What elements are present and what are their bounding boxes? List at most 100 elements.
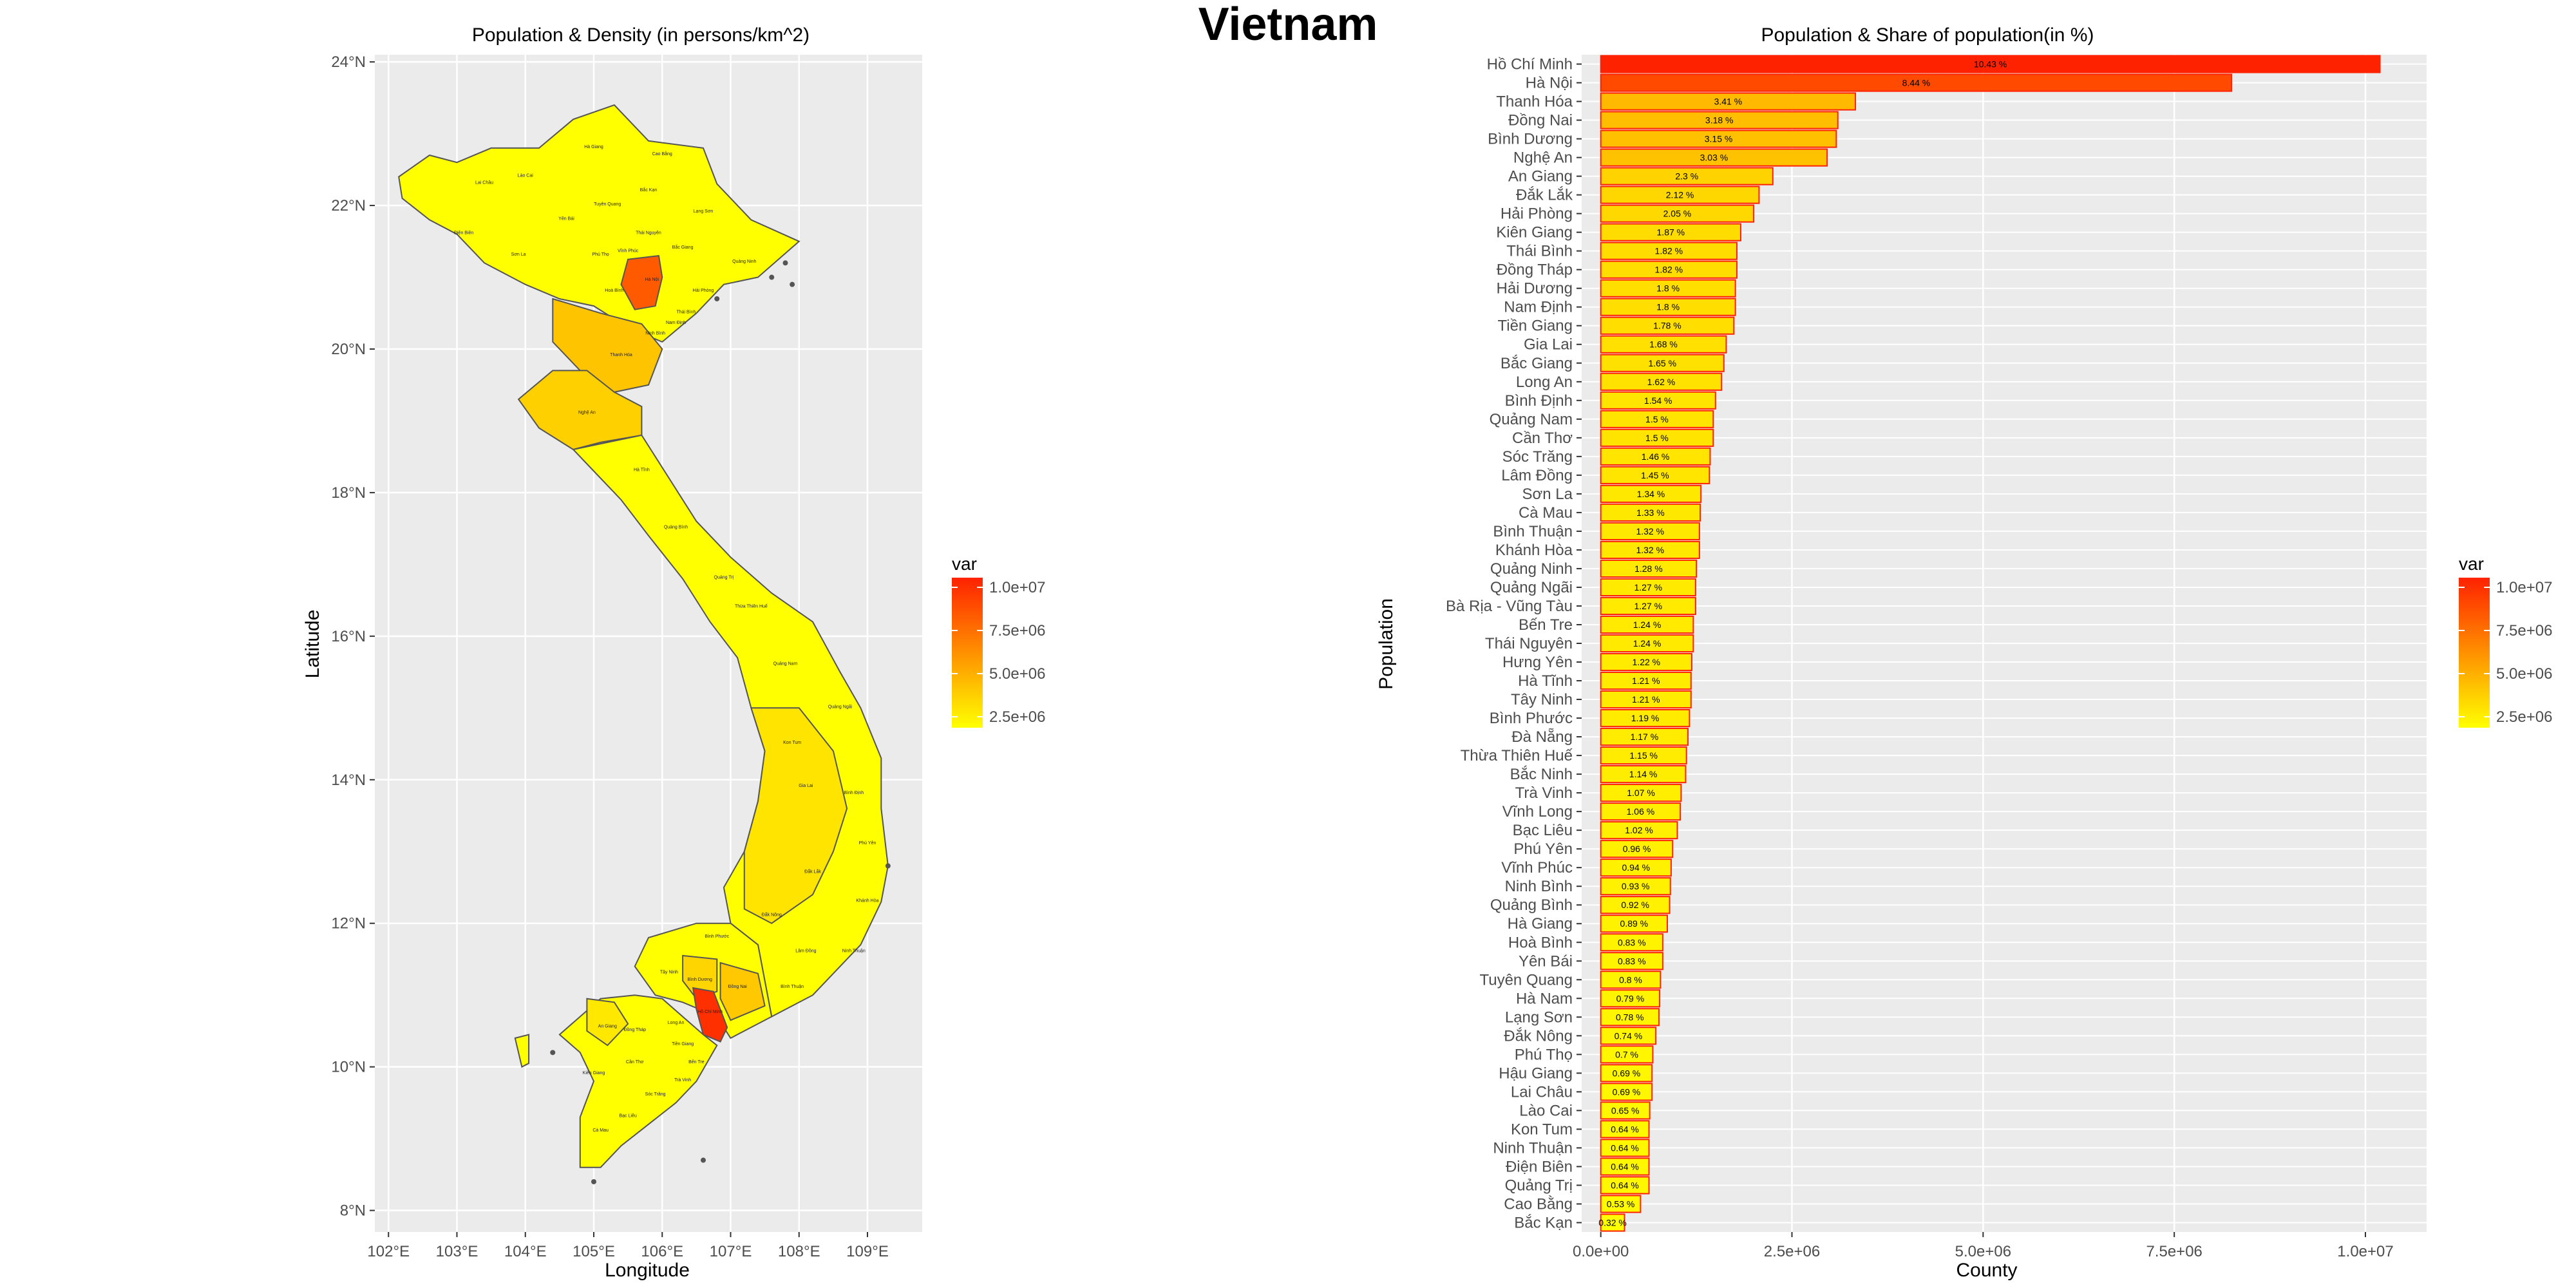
- bar: [1600, 1027, 1657, 1045]
- province-label: Đắk Nông: [762, 912, 782, 918]
- province-label: Cần Thơ: [626, 1059, 644, 1065]
- bar-category-label: Cần Thơ: [1512, 430, 1573, 447]
- bar-x-axis: 0.0e+00 2.5e+06 5.0e+06 7.5e+06 1.0e+07: [1573, 1232, 2394, 1260]
- phu-quoc-island: [514, 1034, 530, 1068]
- bar-x-tick-label: 5.0e+06: [1955, 1243, 2011, 1260]
- legend-label: 7.5e+06: [2496, 622, 2552, 639]
- bar-data-label: 1.45 %: [1641, 470, 1669, 480]
- map-x-axis: 102°E 103°E 104°E 105°E 106°E 107°E 108°E 109°E: [367, 1232, 889, 1260]
- bar-category-label: Kon Tum: [1511, 1121, 1573, 1138]
- bar-data-label: 0.69 %: [1613, 1086, 1641, 1097]
- bar: [1600, 896, 1671, 914]
- map-x-tick-label: 103°E: [436, 1243, 478, 1260]
- bar-data-label: 0.78 %: [1616, 1012, 1644, 1022]
- province-label: Lâm Đồng: [795, 947, 816, 953]
- bar-data-label: 3.18 %: [1705, 115, 1734, 126]
- bar-category-label: Thừa Thiên Huế: [1461, 747, 1573, 764]
- province-label: Bắc Giang: [672, 244, 694, 250]
- bar-category-label: Hồ Chí Minh: [1487, 56, 1573, 73]
- province-label: Ninh Bình: [645, 332, 665, 336]
- map-x-axis-label: Longitude: [605, 1260, 690, 1281]
- bar-category-label: Hà Tĩnh: [1518, 672, 1573, 690]
- island: [701, 1157, 706, 1163]
- bar-x-tick-label: 2.5e+06: [1764, 1243, 1820, 1260]
- bar: [1600, 652, 1692, 672]
- legend-label: 2.5e+06: [989, 708, 1045, 726]
- bar-category-label: Hưng Yên: [1502, 654, 1573, 671]
- bar: [1600, 55, 2381, 73]
- province-label: Cà Mau: [592, 1128, 609, 1133]
- vietnam-map: [398, 104, 891, 1184]
- bar: [1600, 933, 1663, 952]
- bar: [1600, 802, 1681, 821]
- bar-x-tick-label: 0.0e+00: [1573, 1243, 1629, 1260]
- province-label: Phú Yên: [859, 841, 876, 846]
- bar: [1600, 858, 1672, 877]
- legend-label: 1.0e+07: [2496, 579, 2552, 596]
- bar: [1600, 1083, 1653, 1101]
- bar: [1600, 671, 1692, 690]
- bar-category-label: Thái Nguyên: [1485, 635, 1573, 652]
- bar-chart-title: Population & Share of population(in %): [1761, 24, 2094, 46]
- bar-category-label: Vĩnh Phúc: [1501, 859, 1573, 876]
- hanoi-region: [620, 254, 663, 310]
- bar-data-label: 1.02 %: [1625, 825, 1653, 835]
- bar-category-label: Trà Vinh: [1515, 784, 1573, 802]
- bar-gridlines: [1582, 55, 2427, 1232]
- legend-label: 7.5e+06: [989, 622, 1045, 639]
- bar-data-label: 0.96 %: [1623, 844, 1651, 854]
- bar-category-label: Bình Định: [1505, 392, 1573, 410]
- province-label: Lào Cai: [518, 173, 534, 178]
- bar: [1600, 578, 1696, 597]
- bar: [1600, 840, 1674, 858]
- bar-category-label: Sóc Trăng: [1502, 448, 1573, 466]
- bar: [1600, 634, 1694, 653]
- bar-data-label: 2.12 %: [1666, 190, 1694, 200]
- bar: [1600, 204, 1755, 223]
- bar-data-label: 0.65 %: [1611, 1105, 1640, 1115]
- province-label: Hải Phòng: [693, 289, 714, 293]
- bar: [1600, 223, 1741, 242]
- province-label: Tiền Giang: [672, 1041, 694, 1046]
- province-label: Thanh Hóa: [610, 353, 632, 357]
- bar: [1600, 746, 1687, 765]
- bar: [1600, 709, 1690, 728]
- province-label: Tuyên Quang: [594, 202, 621, 207]
- bar-data-label: 1.06 %: [1627, 806, 1655, 817]
- bar-category-label: Bắc Ninh: [1510, 766, 1573, 783]
- bar: [1600, 335, 1727, 354]
- bar-data-label: 1.28 %: [1634, 564, 1663, 574]
- map-chart-title: Population & Density (in persons/km^2): [472, 24, 810, 46]
- bar-data-label: 2.05 %: [1663, 209, 1692, 219]
- bar-category-label: Long An: [1516, 374, 1573, 391]
- province-label: Đồng Tháp: [623, 1027, 646, 1032]
- bar-category-label: Lào Cai: [1519, 1102, 1573, 1119]
- bar-category-label: Hà Nội: [1526, 75, 1573, 92]
- island: [769, 274, 775, 280]
- bar-data-label: 0.64 %: [1611, 1180, 1639, 1190]
- bar: [1600, 690, 1692, 709]
- bar-category-label: Khánh Hòa: [1495, 542, 1573, 559]
- bar-category-label: Hậu Giang: [1499, 1065, 1573, 1082]
- bar: [1600, 1064, 1653, 1083]
- legend-label: 5.0e+06: [989, 665, 1045, 683]
- bar-data-label: 1.65 %: [1648, 358, 1676, 368]
- legend-colorbar: [952, 578, 983, 728]
- bar-data-label: 1.27 %: [1634, 601, 1663, 611]
- bar-plot-panel: [1582, 55, 2427, 1232]
- bar: [1600, 111, 1839, 129]
- bar: [1600, 596, 1696, 616]
- province-label: Kiên Giang: [583, 1071, 605, 1075]
- bar-data-label: 3.41 %: [1714, 97, 1743, 107]
- bar: [1600, 1195, 1642, 1213]
- bar: [1600, 1120, 1650, 1139]
- bar-data-label: 10.43 %: [1974, 59, 2007, 70]
- bar-category-label: Bạc Liêu: [1513, 822, 1573, 839]
- province-label: Thái Nguyên: [636, 231, 661, 236]
- province-label: Khánh Hòa: [856, 898, 878, 903]
- bar: [1600, 428, 1714, 447]
- province-label: Bắc Kạn: [640, 187, 658, 193]
- bar-data-label: 0.79 %: [1616, 993, 1645, 1003]
- legend-label: 5.0e+06: [2496, 665, 2552, 683]
- map-x-tick-label: 102°E: [367, 1243, 410, 1260]
